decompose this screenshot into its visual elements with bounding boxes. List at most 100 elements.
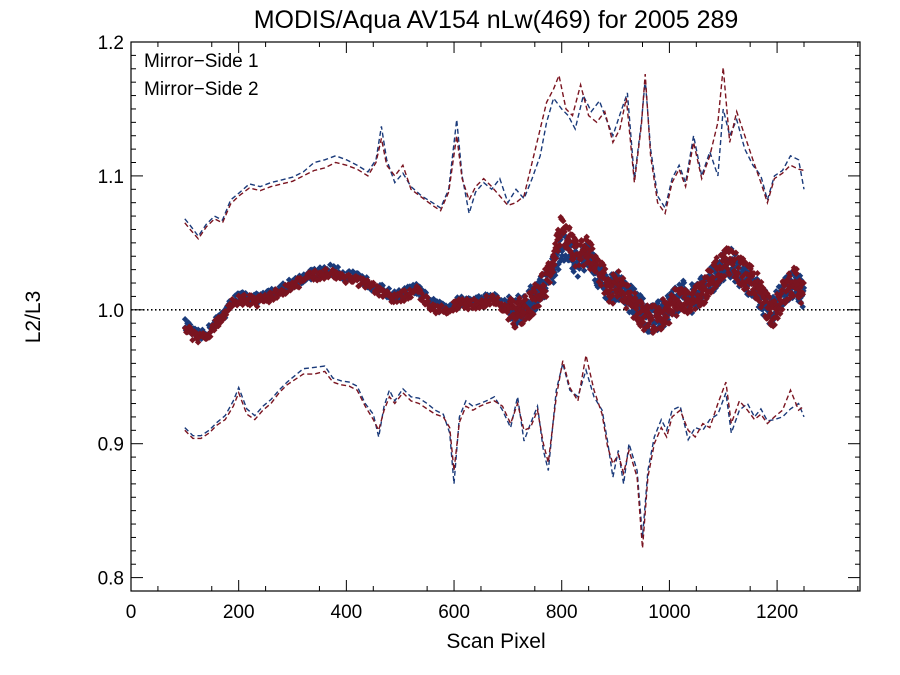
data-point	[580, 267, 588, 274]
plot-frame	[130, 41, 861, 592]
data-point	[194, 339, 202, 346]
data-point	[691, 305, 699, 313]
y-tick-label: 1.2	[98, 33, 124, 54]
data-point	[790, 292, 797, 300]
data-point	[748, 262, 755, 270]
data-point	[512, 324, 519, 331]
x-tick-label: 1200	[756, 602, 798, 623]
x-tick-label: 800	[546, 602, 578, 623]
data-point	[680, 279, 688, 286]
data-point	[743, 284, 751, 292]
data-point	[530, 310, 537, 318]
y-tick-label: 1.1	[98, 167, 124, 188]
data-point	[772, 301, 780, 308]
data-point	[537, 296, 544, 303]
data-point	[601, 265, 609, 273]
data-point	[295, 284, 303, 291]
y-tick-label: 1.0	[98, 301, 124, 322]
data-point	[552, 255, 560, 262]
data-point	[464, 305, 472, 313]
series-mirror-side-1	[181, 79, 808, 538]
data-point	[546, 279, 554, 286]
data-point	[542, 293, 550, 301]
data-point	[577, 256, 585, 263]
data-point	[531, 288, 539, 296]
y-tick-label: 0.9	[98, 435, 124, 456]
data-point	[765, 293, 773, 301]
data-point	[322, 265, 330, 273]
data-point	[631, 290, 639, 297]
legend: Mirror−Side 1 Mirror−Side 2	[144, 51, 259, 100]
data-point	[574, 273, 582, 280]
data-point	[583, 233, 590, 241]
data-point	[342, 279, 350, 287]
data-point	[207, 333, 214, 340]
legend-entry-mirror-side-1: Mirror−Side 1	[144, 51, 259, 72]
data-point	[793, 269, 800, 277]
data-point	[615, 268, 622, 275]
data-point	[648, 316, 655, 323]
data-point	[707, 268, 715, 275]
data-point	[623, 304, 630, 312]
upper-envelope-line	[184, 79, 805, 238]
plot-area	[130, 41, 861, 592]
x-tick-label: 400	[331, 602, 363, 623]
data-point	[726, 271, 733, 278]
data-point	[575, 261, 583, 269]
series-layer	[181, 67, 808, 549]
data-point	[779, 306, 786, 313]
lower-envelope-line	[184, 355, 805, 549]
data-point	[640, 318, 647, 326]
data-point	[630, 285, 638, 293]
data-point	[799, 279, 807, 287]
data-point	[739, 273, 746, 281]
data-point	[407, 294, 415, 301]
data-point	[555, 266, 562, 273]
data-point	[424, 298, 432, 305]
data-point	[542, 287, 549, 295]
data-point	[771, 321, 778, 329]
data-point	[673, 312, 680, 319]
data-point	[627, 289, 634, 296]
data-point	[334, 263, 342, 271]
data-point	[625, 282, 632, 289]
data-point	[722, 254, 729, 262]
data-point	[438, 302, 445, 309]
data-point	[799, 290, 807, 298]
data-point	[483, 292, 490, 300]
data-point	[786, 273, 793, 280]
data-point	[666, 319, 673, 327]
x-tick-label: 600	[438, 602, 470, 623]
data-point	[556, 233, 564, 241]
x-axis-label: Scan Pixel	[446, 630, 545, 653]
data-point	[631, 294, 639, 302]
axis-ticks: 0 200 400 600 800 1000 1200 0.8 0.9 1.0 1.1 1.2	[98, 33, 860, 623]
data-point	[767, 309, 774, 317]
data-point	[757, 278, 765, 286]
data-point	[774, 314, 781, 322]
data-point	[797, 299, 805, 307]
data-point	[735, 264, 742, 271]
data-point	[729, 261, 736, 269]
data-point	[589, 245, 596, 253]
data-point	[750, 270, 758, 277]
x-tick-label: 1000	[648, 602, 690, 623]
data-point	[619, 274, 627, 282]
data-point	[494, 294, 501, 301]
data-point	[550, 279, 557, 286]
data-point	[700, 278, 707, 286]
data-point	[609, 300, 617, 307]
data-point	[710, 274, 717, 281]
data-point	[754, 269, 761, 277]
data-point	[592, 267, 599, 275]
legend-entry-mirror-side-2: Mirror−Side 2	[144, 79, 259, 100]
data-point	[561, 228, 568, 236]
data-point	[559, 217, 567, 225]
data-point	[393, 298, 401, 306]
data-point	[793, 265, 800, 273]
y-axis-label: L2/L3	[22, 291, 45, 344]
data-point	[551, 261, 558, 269]
y-tick-label: 0.8	[98, 569, 124, 590]
data-point	[556, 242, 564, 249]
chart-title: MODIS/Aqua AV154 nLw(469) for 2005 289	[254, 6, 739, 34]
